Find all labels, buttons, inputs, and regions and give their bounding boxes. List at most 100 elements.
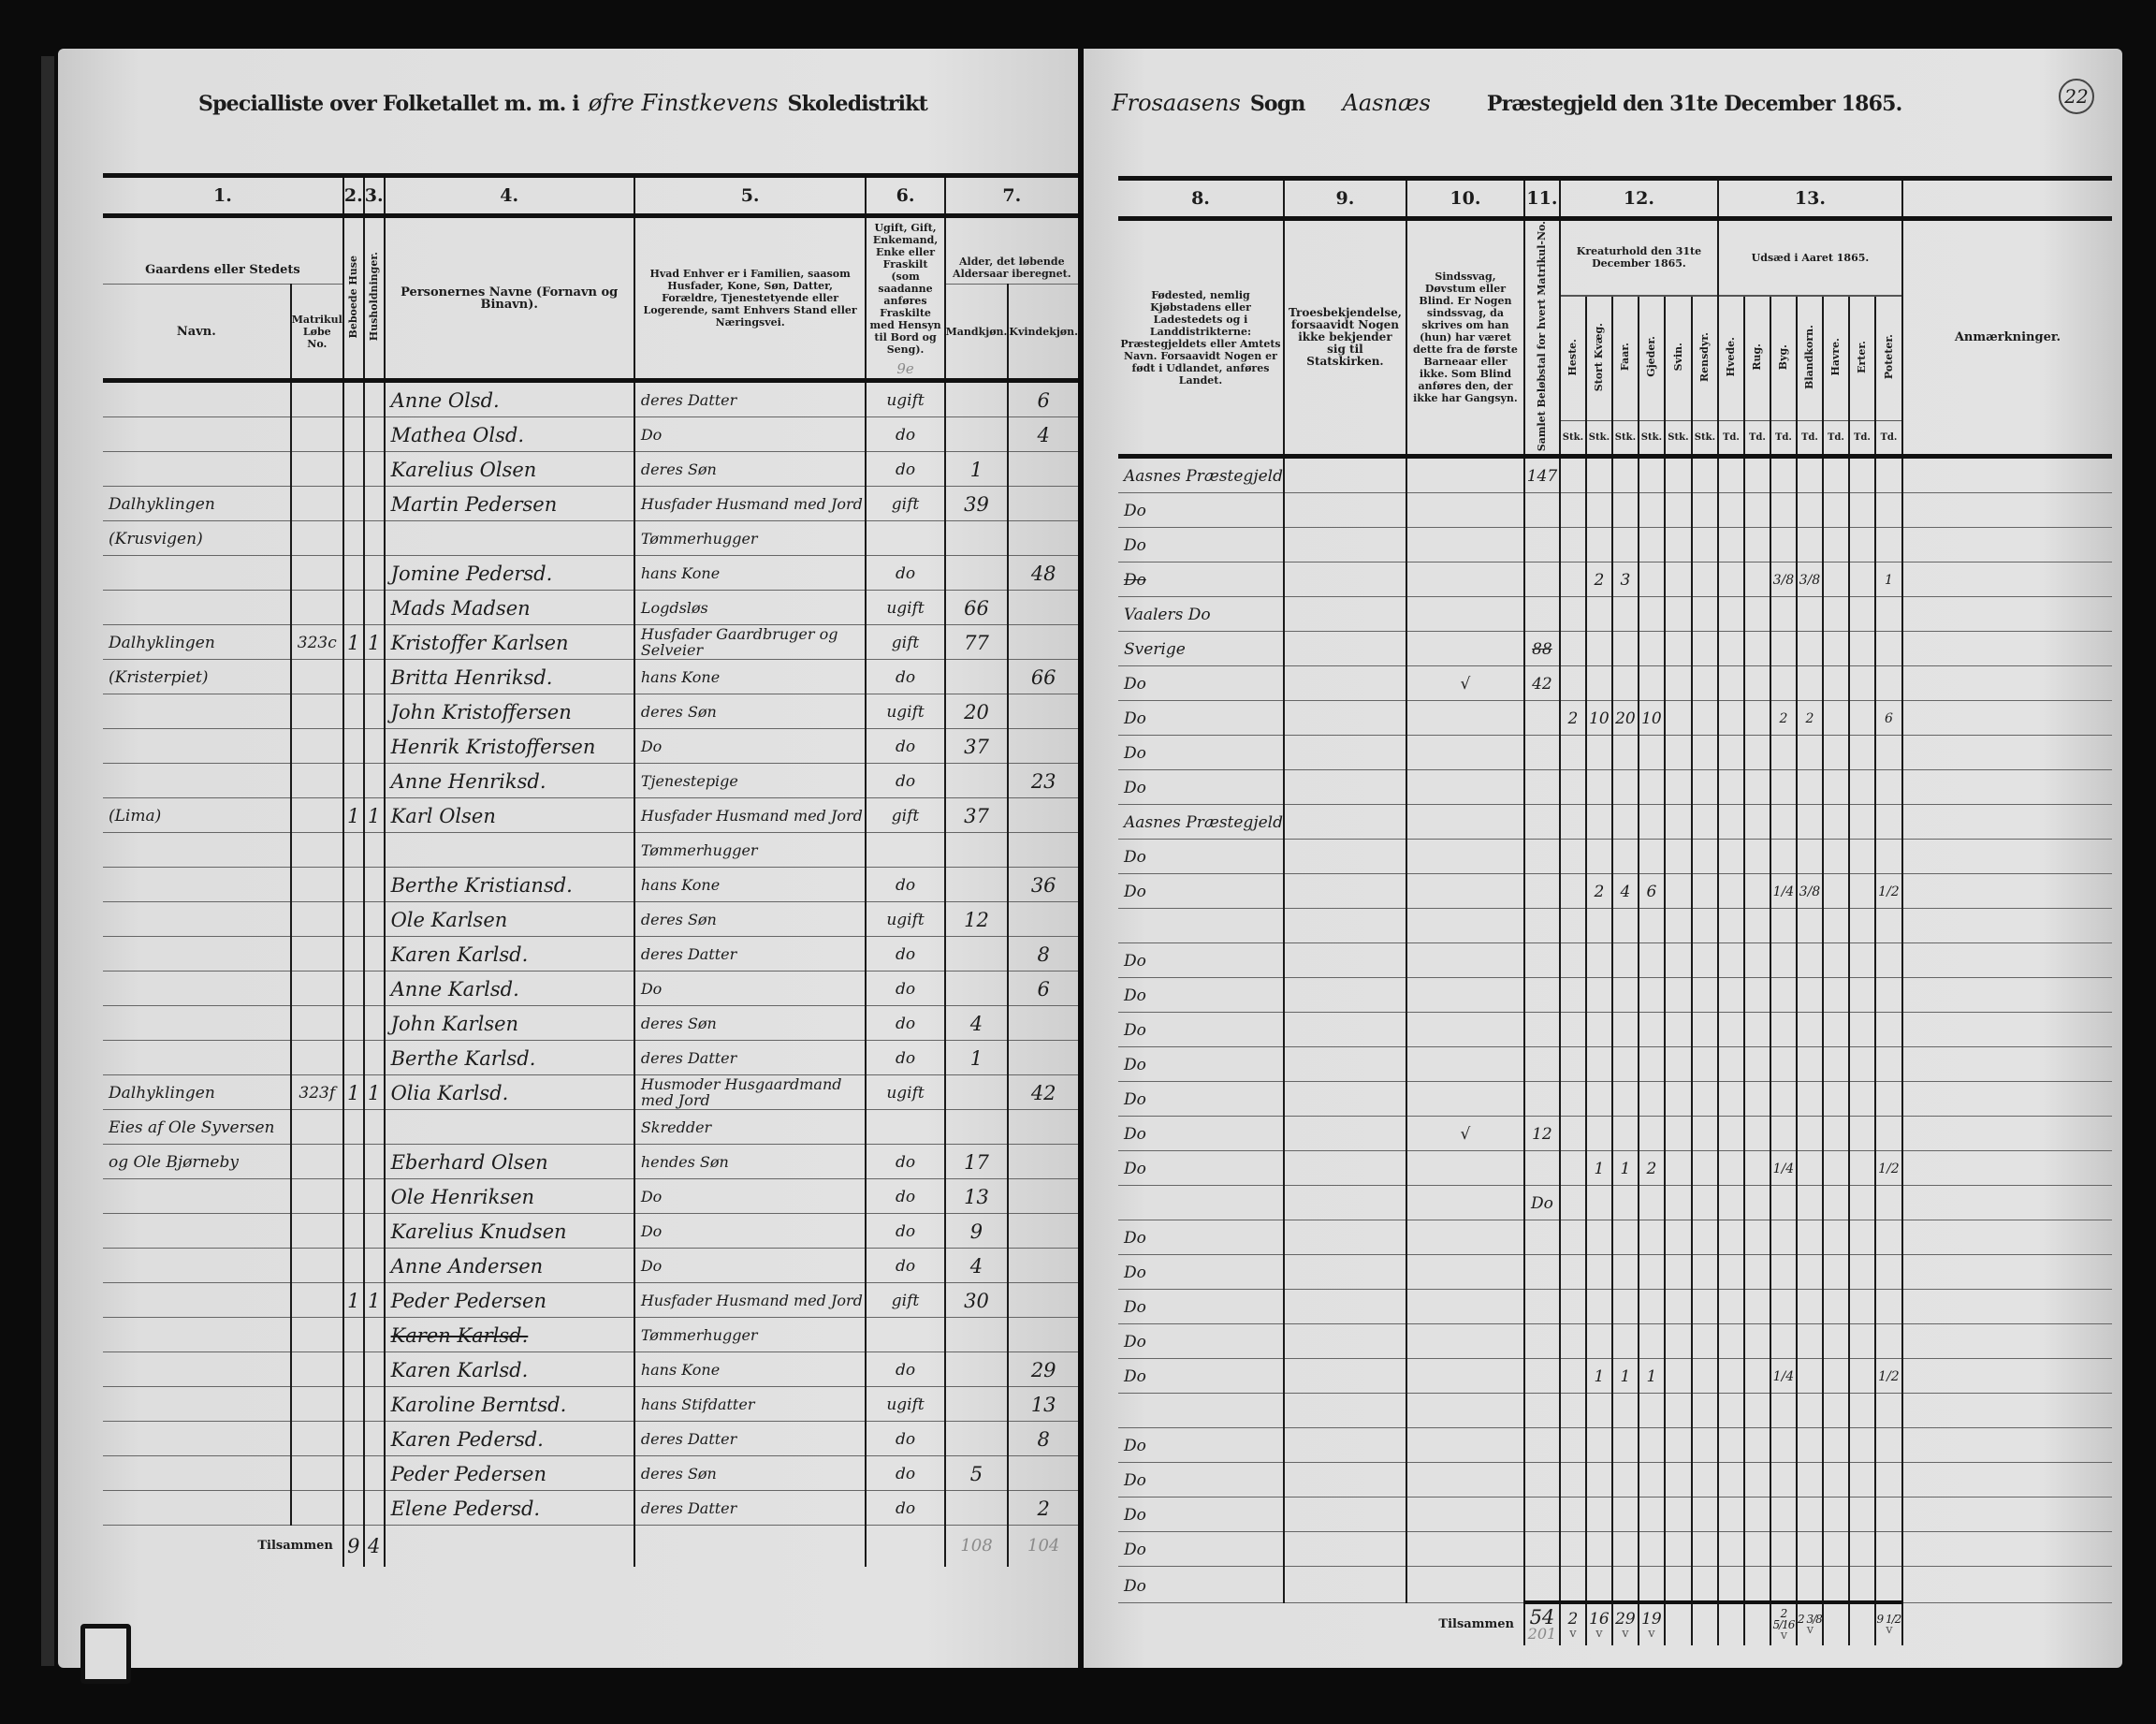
livestock-cell <box>1690 804 1718 840</box>
livestock-cell <box>1584 1462 1612 1498</box>
houses-cell <box>342 1040 364 1075</box>
disability-cell <box>1405 1289 1524 1325</box>
seed-cell <box>1847 1012 1875 1048</box>
female-age-cell <box>1007 832 1078 868</box>
person-name-cell: Mads Madsen <box>383 590 634 625</box>
seed-cell <box>1742 908 1770 944</box>
farm-name-cell <box>103 832 291 868</box>
disability-cell <box>1405 1254 1524 1291</box>
livestock-col-header-cell: Heste. <box>1558 294 1586 421</box>
households-cell <box>362 901 385 937</box>
religion-cell <box>1282 1358 1406 1395</box>
role-cell: Do <box>633 1248 867 1283</box>
matrikul-total-cell: 88 <box>1522 631 1560 667</box>
header-text-row: Fødested, nemlig Kjøbstadens eller Lades… <box>1118 218 2112 460</box>
seed-cell <box>1821 1531 1849 1568</box>
religion-cell <box>1282 1323 1406 1360</box>
title-suffix: Skoledistrikt <box>787 92 928 116</box>
matrikul-total-cell <box>1522 839 1560 875</box>
table-row <box>1118 908 2112 944</box>
seed-cell <box>1716 1323 1744 1360</box>
matrikul-cell <box>289 694 343 729</box>
matrikul-total-cell <box>1522 1462 1560 1498</box>
total-seed-cell <box>1716 1600 1744 1646</box>
matrikul-total-cell <box>1522 1531 1560 1568</box>
livestock-cell <box>1558 839 1586 875</box>
col-number-remarks <box>1901 176 2112 221</box>
seed-cell <box>1847 1393 1875 1429</box>
role-cell: deres Søn <box>633 451 867 487</box>
male-age-cell: 1 <box>943 451 1009 487</box>
total-seed-cell: 2 3/8 v <box>1795 1600 1823 1646</box>
seed-cell <box>1769 1323 1797 1360</box>
households-cell <box>362 1144 385 1179</box>
matrikul-cell <box>289 1109 343 1145</box>
seed-cell <box>1769 1393 1797 1429</box>
role-cell: hans Kone <box>633 867 867 902</box>
livestock-cell <box>1663 1254 1692 1291</box>
livestock-cell <box>1690 942 1718 979</box>
birthplace-cell: Do <box>1118 735 1284 771</box>
male-age-cell: 9 <box>943 1213 1009 1249</box>
seed-cell <box>1769 1012 1797 1048</box>
seed-cell <box>1742 527 1770 563</box>
seed-cell <box>1795 769 1823 806</box>
livestock-cell <box>1558 1254 1586 1291</box>
marital-cell: ugift <box>865 380 945 417</box>
matrikul-total-cell <box>1522 1566 1560 1603</box>
seed-col-header: Rug. <box>1751 343 1764 371</box>
birthplace-cell <box>1118 908 1284 944</box>
livestock-cell <box>1637 596 1665 633</box>
seed-col-header: Havre. <box>1829 338 1843 376</box>
seed-cell <box>1847 1046 1875 1083</box>
seed-col-header-cell: Havre. <box>1821 294 1849 421</box>
check-mark: v <box>1569 1627 1577 1642</box>
houses-cell <box>342 1386 364 1422</box>
seed-cell <box>1795 1046 1823 1083</box>
table-row: Dalhyklingen 323f 1 1 Olia Karlsd. Husmoder H… <box>103 1074 1078 1110</box>
seed-cell <box>1873 1531 1902 1568</box>
birthplace-cell: Do <box>1118 1323 1284 1360</box>
total-label: Tilsammen <box>1438 1616 1514 1631</box>
role-cell: Do <box>633 971 867 1006</box>
role-cell: hans Kone <box>633 1351 867 1387</box>
livestock-cell <box>1690 873 1718 910</box>
seed-cell <box>1847 977 1875 1014</box>
birthplace-cell: Do <box>1118 700 1284 737</box>
seed-cell <box>1769 1220 1797 1256</box>
remarks-cell <box>1901 942 2112 979</box>
houses-cell <box>342 659 364 694</box>
households-cell <box>362 1005 385 1041</box>
role-cell: Husfader Husmand med Jord <box>633 797 867 833</box>
table-row: Do <box>1118 977 2112 1014</box>
seed-cell <box>1847 735 1875 771</box>
birthplace-cell: Do <box>1118 1566 1284 1603</box>
farm-name-cell <box>103 1351 291 1387</box>
livestock-cell: 2 <box>1637 1150 1665 1187</box>
matrikul-cell <box>289 380 343 417</box>
livestock-cell <box>1663 596 1692 633</box>
table-row: Aasnes Præstegjeld <box>1118 804 2112 840</box>
matrikul-total-cell <box>1522 1081 1560 1118</box>
livestock-cell <box>1663 873 1692 910</box>
livestock-cell <box>1584 1046 1612 1083</box>
seed-cell <box>1716 700 1744 737</box>
col-number-5: 5. <box>633 173 867 218</box>
households-cell: 1 <box>362 1282 385 1318</box>
houses-cell: 1 <box>342 1074 364 1110</box>
header-male: Mandkjøn. <box>943 284 1009 383</box>
total-seed: 2 5/16 <box>1772 1607 1795 1632</box>
seed-cell <box>1716 1358 1744 1395</box>
livestock-cell <box>1584 631 1612 667</box>
seed-cell <box>1716 631 1744 667</box>
houses-cell <box>342 832 364 868</box>
religion-cell <box>1282 456 1406 494</box>
livestock-cell <box>1637 456 1665 494</box>
seed-cell <box>1795 735 1823 771</box>
households-cell <box>362 555 385 591</box>
seed-cell <box>1716 456 1744 494</box>
header-unit-row: Stk. Stk. Stk. Stk. Stk. Stk. Td. Td. Td. Td. Td. T… <box>1118 419 2112 460</box>
male-age-cell: 39 <box>943 486 1009 521</box>
livestock-cell: 2 <box>1558 700 1586 737</box>
right-page: Frosaasens Sogn Aasnæs Præstegjeld den 31te… <box>1084 49 2122 1668</box>
